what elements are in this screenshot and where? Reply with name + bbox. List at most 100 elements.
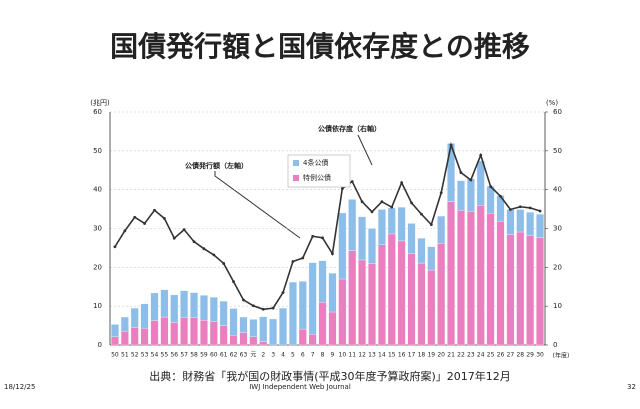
footer-date: 18/12/25 <box>4 383 35 391</box>
y-tick-label: 0 <box>98 341 102 349</box>
line-point <box>518 205 522 209</box>
bar-segment <box>387 207 396 235</box>
bar-segment <box>130 327 139 346</box>
line-point <box>429 223 433 227</box>
bar-segment <box>348 250 357 346</box>
line-point <box>291 260 295 263</box>
x-tick-label: 17 <box>408 352 416 359</box>
bar-segment <box>516 231 525 346</box>
x-tick-label: 62 <box>230 352 238 359</box>
bar-segment <box>259 316 268 342</box>
x-tick-label: 20 <box>437 352 445 359</box>
bar-segment <box>190 317 198 346</box>
bar-segment <box>130 307 139 328</box>
bar-segment <box>466 178 475 212</box>
x-tick-label: 55 <box>161 352 169 359</box>
line-point <box>390 205 394 209</box>
legend-label: 4条公債 <box>303 158 328 167</box>
bar-segment <box>516 209 525 233</box>
x-tick-label: 57 <box>180 352 188 359</box>
bar-segment <box>239 332 248 346</box>
x-tick-label: 5 <box>291 352 295 359</box>
x-tick-label: 54 <box>151 352 159 359</box>
bar-segment <box>298 328 307 346</box>
bar-segment <box>318 302 327 346</box>
x-tick-label: 22 <box>457 352 465 359</box>
x-tick-label: 58 <box>190 352 198 359</box>
line-point <box>242 298 245 302</box>
x-tick-label: 9 <box>331 352 335 359</box>
line-point <box>340 187 344 190</box>
bar-segment <box>407 223 416 254</box>
line-point <box>153 208 156 212</box>
y2-unit: (%) <box>546 99 558 107</box>
line-point <box>499 194 502 198</box>
x-tick-label: 50 <box>111 352 119 359</box>
bar-segment <box>229 335 238 346</box>
bar-segment <box>209 297 218 322</box>
y2-tick-label: 30 <box>553 225 562 233</box>
bar-segment <box>447 201 455 346</box>
x-tick-label: 26 <box>497 352 505 359</box>
x-tick-label: 63 <box>240 352 248 359</box>
bar-segment <box>526 235 535 346</box>
bar-segment <box>180 290 189 318</box>
y-tick-label: 40 <box>93 186 102 194</box>
line-point <box>321 236 324 240</box>
bar-segment <box>536 213 544 238</box>
bar-segment <box>219 300 228 326</box>
x-tick-label: 7 <box>311 352 315 359</box>
bar-segment <box>437 215 446 244</box>
bar-segment <box>368 263 376 346</box>
bar-segment <box>200 295 208 321</box>
x-tick-label: 14 <box>378 352 386 359</box>
bar-segment <box>397 240 406 346</box>
bar-segment <box>150 320 159 346</box>
x-tick-label: 27 <box>507 352 515 359</box>
x-tick-label: 23 <box>467 352 475 359</box>
bar-segment <box>269 318 278 346</box>
bar-segment <box>496 220 505 346</box>
x-tick-label: 4 <box>281 352 285 359</box>
bar-segment <box>338 212 347 280</box>
x-tick-label: 59 <box>200 352 208 359</box>
y2-tick-label: 50 <box>553 147 562 155</box>
x-tick-label: 51 <box>121 352 129 359</box>
x-tick-label: 2 <box>261 352 265 359</box>
bar-segment <box>318 260 327 303</box>
line-point <box>311 234 315 238</box>
line-point <box>172 236 176 240</box>
x-tick-label: 18 <box>418 352 426 359</box>
line-point <box>123 229 127 233</box>
x-tick-label: 6 <box>301 352 305 359</box>
bar-segment <box>457 180 465 211</box>
bar-segment <box>140 303 149 329</box>
x-tick-label: 60 <box>210 352 218 359</box>
bar-segment <box>160 316 169 346</box>
line-point <box>133 215 137 219</box>
x-tick-label: 30 <box>536 352 544 359</box>
line-point <box>528 206 532 210</box>
y2-tick-label: 20 <box>553 263 562 271</box>
bar-segment <box>120 331 129 346</box>
bar-segment <box>387 233 396 346</box>
bar-segment <box>120 316 129 332</box>
bar-segment <box>249 319 258 337</box>
bar-segment <box>140 328 149 346</box>
annotation-arrow <box>214 171 301 239</box>
line-point <box>281 291 285 294</box>
bar-segment <box>209 321 218 346</box>
x-tick-label: 10 <box>339 352 347 359</box>
bar-segment <box>486 213 495 346</box>
bar-segment <box>200 319 208 346</box>
line-point <box>301 256 305 260</box>
x-tick-label: 21 <box>447 352 455 359</box>
source: 出典：財務省「我が国の財政事情(平成30年度予算政府案)」2017年12月 <box>149 369 511 383</box>
x-tick-label: 19 <box>427 352 435 359</box>
y2-tick-label: 0 <box>553 341 557 349</box>
line-point <box>212 253 216 257</box>
bar-segment <box>308 333 317 346</box>
x-tick-label: 16 <box>398 352 406 359</box>
bar-segment <box>377 209 386 245</box>
line-point <box>192 240 196 244</box>
